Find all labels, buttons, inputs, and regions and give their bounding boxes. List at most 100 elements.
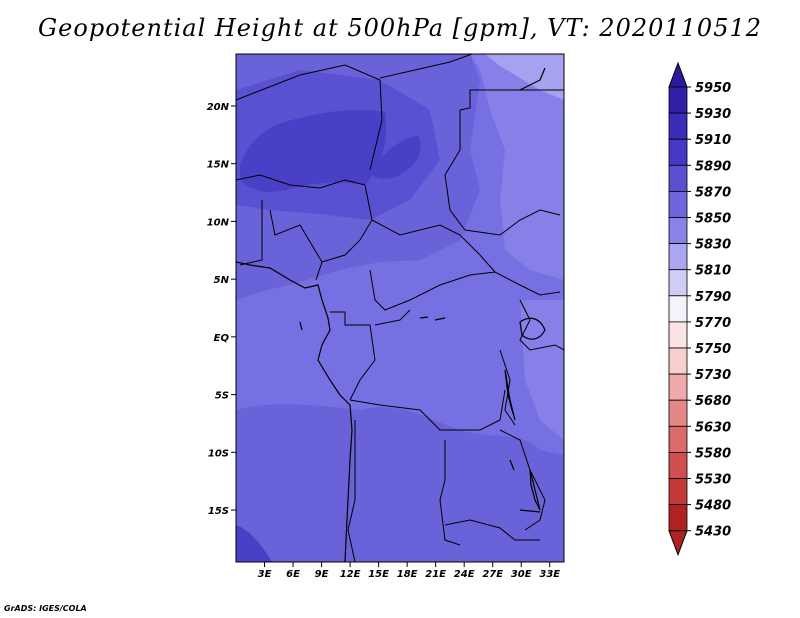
lon-tick-label: 18E [397, 569, 418, 580]
contour-5810-ne [485, 54, 564, 100]
lat-tick-label: 10N [207, 217, 230, 228]
colorbar-swatch [668, 112, 688, 140]
colorbar-swatch [668, 86, 688, 114]
contour-5870-sw [236, 525, 272, 562]
border-line [444, 519, 540, 541]
lon-tick-label: 24E [454, 569, 475, 580]
map-frame [235, 53, 565, 563]
border-line [236, 64, 381, 101]
colorbar-label: 5770 [695, 316, 731, 331]
lon-tick-label: 15E [368, 569, 389, 580]
colorbar-label: 5870 [695, 185, 731, 200]
lat-tick-label: 5N [214, 275, 230, 286]
longitude-axis: 3E 6E 9E 12E 15E 18E 21E 24E 27E 30E 33E [258, 562, 560, 580]
colorbar-label: 5850 [695, 212, 731, 227]
lake-segment [299, 321, 303, 331]
contour-5890 [240, 110, 387, 192]
border-line [239, 200, 263, 266]
contour-5830-ne [470, 54, 564, 280]
lon-tick-label: 3E [258, 569, 272, 580]
colorbar-label: 5580 [695, 446, 731, 461]
colorbar-swatch [668, 243, 688, 271]
coastline-west-africa [236, 261, 353, 562]
colorbar-label: 5890 [695, 159, 731, 174]
border-line [374, 309, 411, 326]
lat-tick-label: 5S [215, 391, 229, 402]
border-line [371, 219, 496, 273]
colorbar-label: 5630 [695, 420, 731, 435]
lake-segment [509, 459, 515, 471]
colorbar-label: 5730 [695, 368, 731, 383]
map-title: Geopotential Height at 500hPa [gpm], VT:… [38, 14, 762, 42]
border-line [519, 299, 564, 351]
colorbar-swatch [668, 347, 688, 375]
colorbar-swatch [668, 269, 688, 297]
border-line [347, 420, 356, 562]
colorbar-swatch [668, 295, 688, 323]
credit-text: GrADS: IGES/COLA [4, 604, 87, 613]
lake-malawi [529, 469, 541, 511]
lat-tick-label: 20N [207, 102, 230, 113]
colorbar-swatch [668, 138, 688, 166]
colorbar-swatch [668, 504, 688, 532]
border-line [439, 440, 461, 546]
colorbar: 5950 5930 5910 5890 5870 5850 5830 5810 5790 5770… [668, 61, 731, 557]
border-line [349, 389, 506, 431]
lon-tick-label: 9E [315, 569, 329, 580]
coastline-north [519, 67, 546, 91]
colorbar-swatch [668, 373, 688, 401]
colorbar-swatch [668, 399, 688, 427]
border-line [236, 174, 366, 189]
lat-tick-label: EQ [214, 333, 230, 344]
colorbar-label: 5950 [695, 81, 731, 96]
lat-tick-label: 15S [208, 506, 229, 517]
lon-tick-label: 21E [425, 569, 446, 580]
colorbar-swatch [668, 451, 688, 479]
country-boundaries [236, 54, 564, 562]
height-field [236, 54, 564, 562]
colorbar-label: 5430 [695, 525, 731, 540]
colorbar-bottom-arrow [668, 530, 688, 557]
lat-tick-label: 15N [207, 160, 230, 171]
latitude-axis: 20N 15N 10N 5N EQ 5S 10S 15S [207, 102, 236, 517]
colorbar-label: 5910 [695, 133, 731, 148]
border-line [330, 311, 376, 401]
colorbar-label: 5680 [695, 394, 731, 409]
border-line [444, 110, 561, 236]
contour-5890-east [372, 135, 421, 179]
lon-tick-label: 33E [539, 569, 560, 580]
colorbar-label: 5830 [695, 238, 731, 253]
border-line [369, 269, 561, 311]
colorbar-top-arrow [668, 61, 688, 88]
lon-tick-label: 30E [511, 569, 532, 580]
lake-tanganyika [504, 369, 516, 421]
contour-5830-east [520, 300, 564, 440]
lake-segment [434, 317, 446, 321]
lake-segment [419, 316, 429, 319]
border-line [459, 89, 564, 111]
colorbar-swatch [668, 478, 688, 506]
lake-victoria [519, 317, 546, 340]
colorbar-label: 5530 [695, 473, 731, 488]
colorbar-swatch [668, 425, 688, 453]
border-line [499, 429, 546, 531]
colorbar-label: 5790 [695, 290, 731, 305]
colorbar-label: 5750 [695, 342, 731, 357]
lon-tick-label: 27E [482, 569, 503, 580]
lake-segment [519, 509, 541, 513]
lon-tick-label: 6E [286, 569, 300, 580]
border-line [269, 209, 323, 263]
border-line [379, 54, 473, 79]
colorbar-swatch [668, 190, 688, 218]
colorbar-label: 5480 [695, 499, 731, 514]
colorbar-label: 5810 [695, 264, 731, 279]
coastline [236, 67, 546, 562]
border-line [315, 184, 373, 281]
colorbar-swatch [668, 321, 688, 349]
lat-tick-label: 10S [208, 448, 229, 459]
border-line [369, 79, 383, 171]
contour-5850-south [236, 404, 564, 562]
colorbar-swatch [668, 164, 688, 192]
colorbar-label: 5930 [695, 107, 731, 122]
